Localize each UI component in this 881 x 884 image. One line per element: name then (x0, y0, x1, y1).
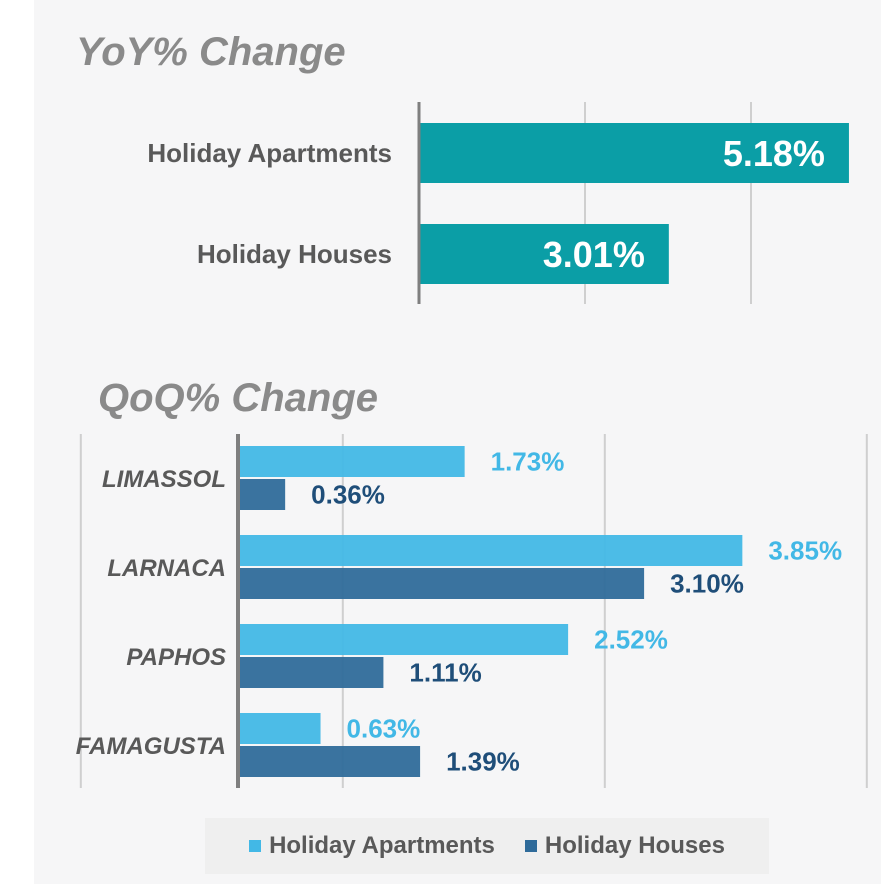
legend-label-houses: Holiday Houses (544, 832, 725, 859)
qoq-chart-title: QoQ% Change (98, 376, 379, 420)
qoq-data-label-holiday-houses-limassol: 0.36% (311, 480, 385, 510)
qoq-category-label-larnaca: LARNACA (107, 555, 226, 582)
qoq-data-label-holiday-houses-larnaca: 3.10% (670, 569, 744, 599)
qoq-category-label-famagusta: FAMAGUSTA (76, 733, 226, 760)
qoq-bar-holiday-apartments-limassol (238, 446, 465, 477)
yoy-bar-holiday-houses (419, 224, 669, 284)
qoq-category-label-paphos: PAPHOS (126, 644, 226, 671)
legend-label-apartments: Holiday Apartments (269, 832, 495, 859)
yoy-category-label-holiday-apartments: Holiday Apartments (147, 138, 392, 168)
qoq-data-label-holiday-apartments-paphos: 2.52% (594, 625, 668, 655)
yoy-chart-title: YoY% Change (76, 30, 346, 74)
legend-item-houses: Holiday Houses (524, 832, 725, 860)
qoq-bar-holiday-houses-limassol (238, 479, 286, 510)
qoq-bar-holiday-apartments-famagusta (238, 713, 321, 744)
yoy-category-label-holiday-houses: Holiday Houses (197, 239, 392, 269)
qoq-data-label-holiday-apartments-larnaca: 3.85% (768, 536, 842, 566)
legend-swatch-houses (524, 840, 537, 852)
qoq-data-label-holiday-apartments-famagusta: 0.63% (347, 714, 421, 744)
legend-swatch-apartments (249, 840, 262, 852)
yoy-bar-holiday-apartments (419, 123, 849, 183)
qoq-data-label-holiday-houses-paphos: 1.11% (409, 658, 481, 688)
qoq-bar-holiday-houses-larnaca (238, 568, 645, 599)
qoq-data-label-holiday-houses-famagusta: 1.39% (446, 747, 520, 777)
yoy-data-label-holiday-houses: 3.01% (543, 234, 645, 275)
qoq-category-label-limassol: LIMASSOL (102, 466, 226, 493)
qoq-bar-holiday-apartments-larnaca (238, 535, 743, 566)
legend: Holiday Apartments Holiday Houses (205, 818, 769, 874)
yoy-data-label-holiday-apartments: 5.18% (723, 133, 825, 174)
qoq-bar-holiday-houses-famagusta (238, 746, 421, 777)
qoq-bar-holiday-apartments-paphos (238, 624, 569, 655)
qoq-bar-holiday-houses-paphos (238, 657, 384, 688)
qoq-data-label-holiday-apartments-limassol: 1.73% (491, 447, 565, 477)
legend-item-apartments: Holiday Apartments (249, 832, 495, 860)
